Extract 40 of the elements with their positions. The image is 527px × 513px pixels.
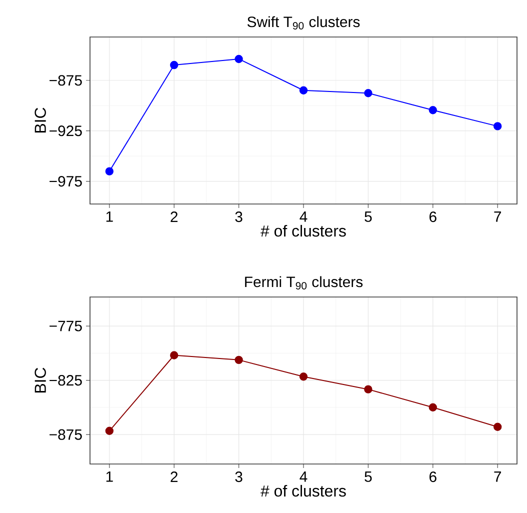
y-tick-label: −775 <box>50 320 82 332</box>
chart-title: Swift T$_{90}$ clusters <box>247 16 360 30</box>
x-tick-label: 7 <box>494 212 501 222</box>
point <box>170 60 178 70</box>
point <box>105 426 114 435</box>
point <box>493 422 502 431</box>
x-axis-title: # of clusters <box>260 224 346 237</box>
y-tick-label: −825 <box>50 375 82 386</box>
chart-title: Fermi T$_{90}$ clusters <box>245 276 363 290</box>
x-tick-label: 4 <box>300 212 308 222</box>
y-tick-label: −925 <box>50 126 82 136</box>
y-axis-title: BIC <box>34 108 46 132</box>
y-axis-title: BIC <box>34 368 46 392</box>
point <box>299 372 308 381</box>
x-tick-label: 4 <box>300 472 308 482</box>
y-tick-label: −875 <box>50 429 82 440</box>
point <box>105 167 114 176</box>
point <box>493 122 502 130</box>
point <box>428 106 437 114</box>
x-tick-label: 5 <box>364 472 372 482</box>
x-axis-title: # of clusters <box>260 484 346 497</box>
point <box>428 403 437 412</box>
x-tick-label: 2 <box>170 472 178 482</box>
point <box>299 86 308 94</box>
point <box>364 385 372 394</box>
x-tick-label: 2 <box>170 212 178 222</box>
x-tick-label: 1 <box>106 212 113 222</box>
x-tick-label: 1 <box>106 472 113 482</box>
x-tick-label: 7 <box>494 472 501 482</box>
x-tick-label: 6 <box>430 472 436 482</box>
point <box>234 54 243 64</box>
x-tick-label: 3 <box>235 472 242 482</box>
y-tick-label: −875 <box>50 75 82 86</box>
x-tick-label: 5 <box>364 212 372 222</box>
point <box>364 88 372 98</box>
x-tick-label: 3 <box>235 212 242 222</box>
point <box>234 356 243 364</box>
point <box>170 351 178 360</box>
x-tick-label: 6 <box>430 212 436 222</box>
y-tick-label: −975 <box>50 176 82 187</box>
